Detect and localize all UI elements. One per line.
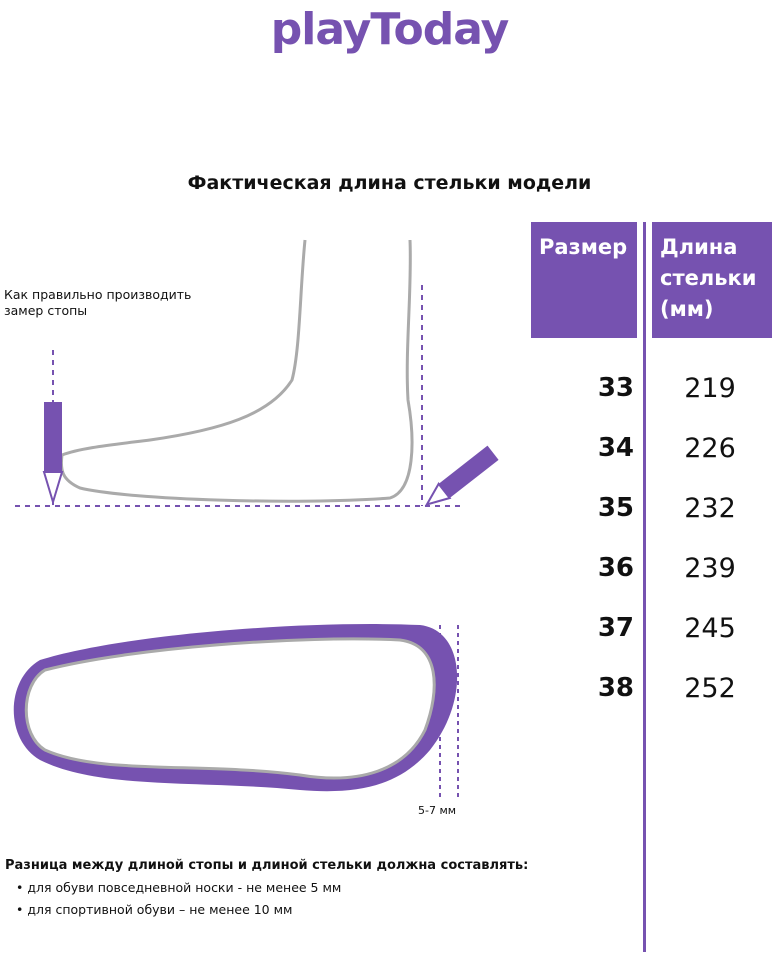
header-length: Длина стельки (мм) — [652, 222, 772, 338]
length-cell: 226 — [684, 433, 736, 464]
size-cell: 37 — [597, 613, 634, 643]
size-cell: 34 — [597, 433, 634, 463]
pencil-icon — [424, 445, 499, 507]
length-cell: 245 — [684, 613, 736, 644]
note-item: • для спортивной обуви – не менее 10 мм — [16, 902, 293, 917]
header-size: Размер — [531, 222, 637, 338]
brand-logo: playToday — [270, 4, 510, 55]
size-cell: 33 — [597, 373, 634, 403]
size-cell: 35 — [597, 493, 634, 523]
measure-hint-line: замер стопы — [4, 303, 88, 318]
note-item: • для обуви повседневной носки - не мене… — [16, 880, 342, 895]
length-cell: 232 — [684, 493, 736, 524]
length-cell: 239 — [684, 553, 736, 584]
size-cell: 38 — [597, 673, 634, 703]
note-text: для обуви повседневной носки - не менее … — [27, 880, 342, 895]
notes-heading: Разница между длиной стопы и длиной стел… — [5, 858, 529, 873]
toe-gap-label: 5-7 мм — [418, 804, 457, 817]
length-cell: 252 — [684, 673, 736, 704]
page-title: Фактическая длина стельки модели — [187, 172, 592, 194]
pencil-icon — [42, 402, 64, 506]
measure-hint-line: Как правильно производить — [4, 287, 192, 302]
size-cell: 36 — [597, 553, 634, 583]
length-cell: 219 — [684, 373, 736, 404]
measure-hint: Как правильно производить замер стопы — [4, 287, 191, 319]
foot-illustration — [13, 239, 499, 800]
table-divider — [643, 222, 646, 952]
note-text: для спортивной обуви – не менее 10 мм — [27, 902, 293, 917]
